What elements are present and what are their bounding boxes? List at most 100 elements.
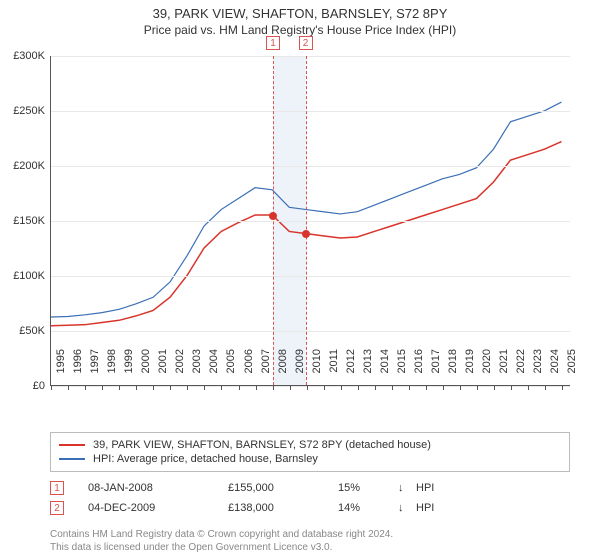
xtick-mark: [221, 385, 222, 390]
marker-label-box: 1: [266, 36, 280, 50]
xtick-label: 2023: [532, 349, 544, 389]
xtick-label: 2025: [566, 349, 578, 389]
xtick-label: 2014: [379, 349, 391, 389]
xtick-mark: [256, 385, 257, 390]
xtick-label: 2012: [345, 349, 357, 389]
xtick-label: 2024: [549, 349, 561, 389]
xtick-mark: [239, 385, 240, 390]
xtick-label: 2010: [311, 349, 323, 389]
sale-marker-icon: 2: [50, 501, 64, 515]
ytick-label: £300K: [13, 50, 45, 62]
xtick-mark: [358, 385, 359, 390]
xtick-label: 1996: [72, 349, 84, 389]
gridline: [51, 276, 570, 277]
sale-point: [269, 212, 277, 220]
legend-label: 39, PARK VIEW, SHAFTON, BARNSLEY, S72 8P…: [93, 439, 431, 451]
xtick-label: 2015: [396, 349, 408, 389]
gridline: [51, 221, 570, 222]
xtick-label: 2008: [277, 349, 289, 389]
legend-swatch: [59, 458, 85, 460]
xtick-label: 2006: [243, 349, 255, 389]
plot-area: £0£50K£100K£150K£200K£250K£300K199519961…: [50, 56, 570, 386]
xtick-label: 2009: [294, 349, 306, 389]
down-arrow-icon: ↓: [398, 482, 416, 494]
xtick-label: 2004: [208, 349, 220, 389]
sale-pct: 14%: [338, 502, 398, 514]
xtick-mark: [511, 385, 512, 390]
xtick-mark: [341, 385, 342, 390]
ytick-label: £100K: [13, 270, 45, 282]
xtick-mark: [494, 385, 495, 390]
xtick-label: 2005: [225, 349, 237, 389]
xtick-label: 2001: [157, 349, 169, 389]
xtick-label: 1999: [123, 349, 135, 389]
marker-label-box: 2: [299, 36, 313, 50]
xtick-mark: [562, 385, 563, 390]
xtick-label: 1998: [106, 349, 118, 389]
xtick-mark: [409, 385, 410, 390]
gridline: [51, 111, 570, 112]
sale-price: £138,000: [228, 502, 338, 514]
ytick-label: £200K: [13, 160, 45, 172]
legend: 39, PARK VIEW, SHAFTON, BARNSLEY, S72 8P…: [50, 432, 570, 472]
down-arrow-icon: ↓: [398, 502, 416, 514]
chart-subtitle: Price paid vs. HM Land Registry's House …: [0, 21, 600, 37]
legend-item-property: 39, PARK VIEW, SHAFTON, BARNSLEY, S72 8P…: [59, 438, 561, 452]
sale-point: [302, 230, 310, 238]
xtick-mark: [290, 385, 291, 390]
legend-item-hpi: HPI: Average price, detached house, Barn…: [59, 452, 561, 466]
gridline: [51, 166, 570, 167]
xtick-label: 2017: [430, 349, 442, 389]
marker-vline: [306, 56, 307, 385]
xtick-label: 2002: [174, 349, 186, 389]
xtick-label: 1997: [89, 349, 101, 389]
xtick-mark: [443, 385, 444, 390]
xtick-mark: [273, 385, 274, 390]
xtick-label: 2003: [191, 349, 203, 389]
legend-label: HPI: Average price, detached house, Barn…: [93, 453, 318, 465]
xtick-label: 2022: [515, 349, 527, 389]
xtick-label: 2018: [447, 349, 459, 389]
gridline: [51, 331, 570, 332]
chart-title: 39, PARK VIEW, SHAFTON, BARNSLEY, S72 8P…: [0, 0, 600, 21]
xtick-mark: [426, 385, 427, 390]
ytick-label: £250K: [13, 105, 45, 117]
xtick-mark: [85, 385, 86, 390]
sale-price: £155,000: [228, 482, 338, 494]
sale-row: 1 08-JAN-2008 £155,000 15% ↓ HPI: [50, 478, 570, 498]
xtick-mark: [170, 385, 171, 390]
xtick-mark: [102, 385, 103, 390]
xtick-label: 2000: [140, 349, 152, 389]
xtick-label: 2007: [260, 349, 272, 389]
xtick-label: 2019: [464, 349, 476, 389]
ytick-label: £50K: [19, 325, 45, 337]
sale-date: 08-JAN-2008: [88, 482, 228, 494]
xtick-mark: [204, 385, 205, 390]
xtick-mark: [528, 385, 529, 390]
sales-table: 1 08-JAN-2008 £155,000 15% ↓ HPI 2 04-DE…: [50, 478, 570, 518]
xtick-mark: [324, 385, 325, 390]
sale-vs-label: HPI: [416, 482, 456, 494]
xtick-mark: [153, 385, 154, 390]
gridline: [51, 56, 570, 57]
sale-marker-icon: 1: [50, 481, 64, 495]
xtick-mark: [136, 385, 137, 390]
ytick-label: £0: [33, 380, 45, 392]
xtick-mark: [68, 385, 69, 390]
xtick-mark: [392, 385, 393, 390]
xtick-label: 2016: [413, 349, 425, 389]
chart-container: 39, PARK VIEW, SHAFTON, BARNSLEY, S72 8P…: [0, 0, 600, 560]
xtick-mark: [460, 385, 461, 390]
ytick-label: £150K: [13, 215, 45, 227]
sale-pct: 15%: [338, 482, 398, 494]
sale-date: 04-DEC-2009: [88, 502, 228, 514]
sale-vs-label: HPI: [416, 502, 456, 514]
xtick-label: 2013: [362, 349, 374, 389]
xtick-label: 1995: [55, 349, 67, 389]
footer-line2: This data is licensed under the Open Gov…: [50, 541, 393, 554]
legend-swatch: [59, 444, 85, 446]
xtick-mark: [375, 385, 376, 390]
xtick-label: 2020: [481, 349, 493, 389]
xtick-mark: [545, 385, 546, 390]
sale-row: 2 04-DEC-2009 £138,000 14% ↓ HPI: [50, 498, 570, 518]
